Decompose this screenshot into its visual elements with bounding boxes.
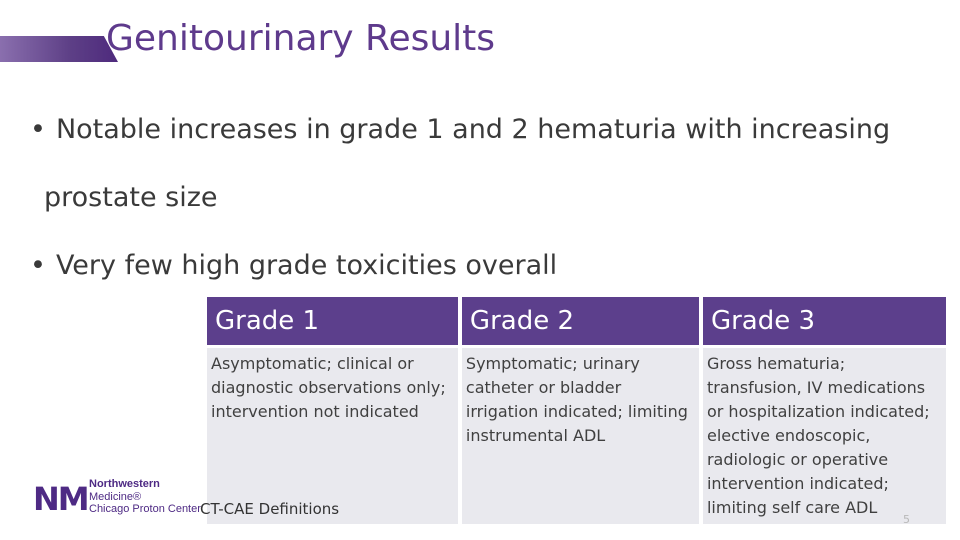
bullet-item: • Notable increases in grade 1 and 2 hema… [30,96,930,232]
header-grade-2: Grade 2 [461,297,699,345]
bullet-text: Very few high grade toxicities overall [55,250,558,281]
grade-definitions-table: Grade 1 Grade 2 Grade 3 Asymptomatic; cl… [203,294,950,527]
table-caption: CT-CAE Definitions [200,500,340,518]
table-header-row: Grade 1 Grade 2 Grade 3 [207,297,946,345]
cell-grade-1: Asymptomatic; clinical or diagnostic obs… [207,348,458,524]
northwestern-medicine-logo: NM Northwestern Medicine® Chicago Proton… [33,478,233,520]
bullet-list: • Notable increases in grade 1 and 2 hema… [30,96,930,300]
bullet-glyph: • [30,250,46,281]
title-accent-bar [0,36,118,62]
table-row: Asymptomatic; clinical or diagnostic obs… [207,348,946,524]
cell-grade-3: Gross hematuria; transfusion, IV medicat… [702,348,946,524]
nm-logo-mark: NM [33,480,90,518]
header-grade-3: Grade 3 [702,297,946,345]
bullet-glyph: • [30,114,46,145]
logo-line-3: Chicago Proton Center [89,503,201,515]
cell-grade-2: Symptomatic; urinary catheter or bladder… [461,348,699,524]
slide-title: Genitourinary Results [106,18,496,59]
header-grade-1: Grade 1 [207,297,458,345]
bullet-text-continued: prostate size [44,182,218,213]
bullet-text: Notable increases in grade 1 and 2 hemat… [55,114,891,145]
logo-line-2: Medicine® [89,491,142,503]
page-number: 5 [903,513,910,526]
bullet-item: • Very few high grade toxicities overall [30,232,930,300]
logo-line-1: Northwestern [89,478,160,490]
